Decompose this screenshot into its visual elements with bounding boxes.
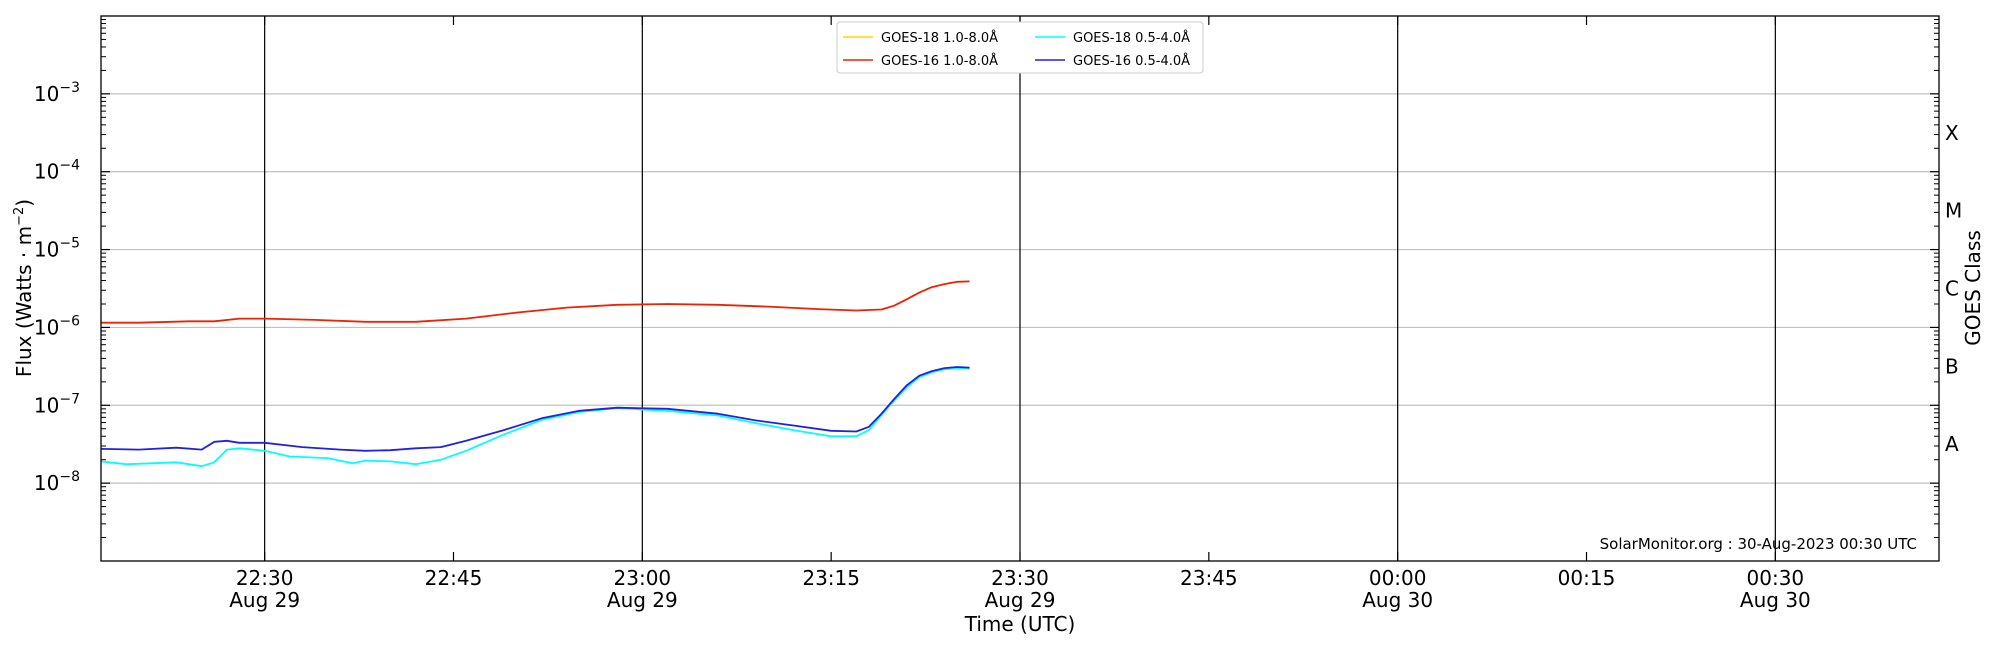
x-tick-date: Aug 29: [985, 588, 1056, 612]
y-tick-label: 10−6: [34, 313, 80, 339]
y-tick-labels: 10−810−710−610−510−410−3: [34, 80, 80, 495]
y-tick-mantissa: 10: [34, 471, 59, 495]
legend-box: [836, 21, 1204, 74]
x-tick-time: 23:30: [991, 566, 1049, 590]
legend-label: GOES-16 1.0-8.0Å: [881, 53, 998, 69]
goes-class-label: M: [1945, 199, 1962, 223]
legend: GOES-18 1.0-8.0Å GOES-16 1.0-8.0Å GOES-18 …: [836, 21, 1204, 74]
series-lines: [100, 280, 970, 468]
x-tick-time: 00:00: [1369, 566, 1427, 590]
y-tick-label: 10−4: [34, 158, 80, 184]
y-tick-label: 10−7: [34, 391, 80, 417]
series-line: [101, 280, 970, 324]
y-tick-exponent: −3: [59, 80, 80, 96]
goes-class-labels: A B C M X: [1945, 121, 1962, 456]
x-axis-title: Time (UTC): [964, 612, 1076, 636]
y-tick-label: 10−3: [34, 80, 80, 106]
x-tick-time: 23:45: [1180, 566, 1238, 590]
y-tick-exponent: −7: [59, 391, 80, 407]
y-tick-mantissa: 10: [34, 82, 59, 106]
y-axis-title: Flux (Watts · m−2): [12, 199, 36, 377]
y-tick-mantissa: 10: [34, 160, 59, 184]
y-tick-label: 10−8: [34, 469, 80, 495]
y-tick-exponent: −6: [59, 313, 80, 329]
goes-class-label: C: [1945, 277, 1959, 301]
legend-items: GOES-18 1.0-8.0Å GOES-16 1.0-8.0Å GOES-18 …: [843, 30, 1190, 69]
legend-label: GOES-18 0.5-4.0Å: [1073, 30, 1190, 46]
y-tick-mantissa: 10: [34, 315, 59, 339]
goes-class-label: A: [1945, 432, 1959, 456]
series-line: [100, 367, 970, 468]
x-tick-date: Aug 30: [1362, 588, 1433, 612]
y-tick-exponent: −5: [59, 236, 80, 252]
y-tick-exponent: −4: [59, 158, 80, 174]
legend-label: GOES-16 0.5-4.0Å: [1073, 53, 1190, 69]
x-tick-time: 22:30: [236, 566, 294, 590]
axis-ticks: [101, 16, 1939, 561]
x-tick-time: 23:15: [802, 566, 860, 590]
x-tick-time: 00:30: [1747, 566, 1805, 590]
x-tick-time: 22:45: [425, 566, 483, 590]
x-tick-date: Aug 29: [229, 588, 300, 612]
x-tick-time: 23:00: [614, 566, 672, 590]
y-tick-mantissa: 10: [34, 393, 59, 417]
series-line: [100, 366, 970, 452]
y-tick-mantissa: 10: [34, 238, 59, 262]
y-tick-exponent: −8: [59, 469, 80, 485]
y2-axis-title: GOES Class: [1961, 230, 1985, 346]
x-tick-date: Aug 29: [607, 588, 678, 612]
legend-label: GOES-18 1.0-8.0Å: [881, 30, 998, 46]
goes-class-label: X: [1945, 121, 1959, 145]
day-boundary-lines: [264, 16, 1776, 561]
y-tick-label: 10−5: [34, 236, 80, 262]
goes-class-label: B: [1945, 354, 1959, 378]
watermark: SolarMonitor.org : 30-Aug-2023 00:30 UTC: [1600, 535, 1917, 553]
x-tick-time: 00:15: [1558, 566, 1616, 590]
x-tick-date: Aug 30: [1740, 588, 1811, 612]
